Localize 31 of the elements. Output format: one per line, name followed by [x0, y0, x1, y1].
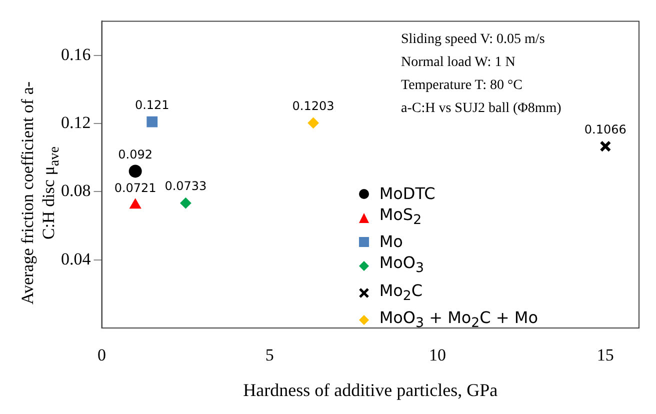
text: Sliding speed V: 0.05 m/s [401, 32, 545, 47]
x-tick-label: 15 [596, 346, 614, 365]
y-tick-label: 0.12 [61, 112, 91, 132]
point [308, 117, 319, 128]
point [130, 198, 142, 209]
data-label: 0.0733 [164, 179, 207, 194]
text: Temperature T: 80 °C [401, 78, 522, 93]
x-tick-label: 5 [265, 346, 274, 365]
point [128, 164, 142, 178]
point [146, 116, 158, 128]
legend-label: MoO$_{3}$ [379, 252, 424, 279]
data-label: 0.092 [118, 147, 153, 162]
y-tick-label: 0.08 [61, 181, 91, 200]
data-label: 0.121 [134, 98, 170, 112]
text: a-C:H vs SUJ2 ball (Φ8mm) [401, 101, 562, 116]
point [600, 140, 612, 152]
legend-label: MoO$_{3}$ + Mo$_{2}$C + Mo [379, 306, 538, 333]
data-label: 0.1066 [584, 122, 626, 136]
legend-label: Mo [379, 231, 403, 252]
data-label: 0.0721 [114, 181, 156, 196]
text: Normal load W: 1 N [401, 55, 516, 70]
data-label: 0.1203 [292, 99, 334, 114]
x-axis-title: Hardness of additive particles, GPa [243, 380, 498, 400]
legend-label: MoDTC [379, 183, 436, 204]
x-tick-label: 0 [98, 346, 106, 365]
legend-label: Mo$_{2}$C [379, 280, 423, 306]
point [180, 198, 192, 209]
y-tick-label: 0.04 [61, 249, 92, 268]
x-tick-label: 10 [429, 346, 446, 365]
legend-label: MoS$_{2}$ [379, 204, 422, 230]
y-tick-label: 0.16 [61, 44, 91, 64]
